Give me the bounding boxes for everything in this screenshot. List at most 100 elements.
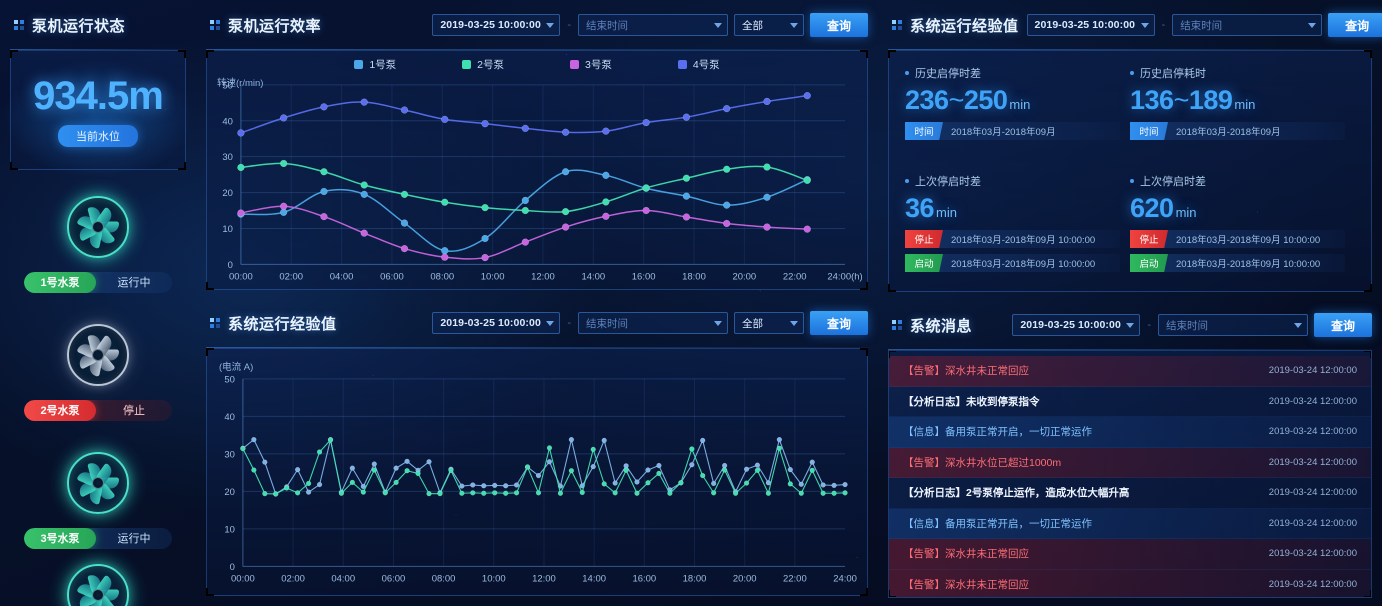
end-time-select[interactable]: 结束时间 bbox=[578, 14, 728, 36]
pump-name: 3号水泵 bbox=[24, 527, 96, 549]
message-row[interactable]: 【信息】备用泵正常开启，一切正常运作 2019-03-24 12:00:00 bbox=[889, 508, 1371, 539]
start-time-select[interactable]: 2019-03-25 10:00:00 bbox=[1026, 14, 1155, 36]
experience-value: 36 min bbox=[905, 193, 957, 223]
legend-item[interactable]: 3号泵 bbox=[570, 57, 612, 72]
start-time-value: 2019-03-25 10:00:00 bbox=[1020, 319, 1121, 331]
message-row[interactable]: 【告警】深水井未正常回应 2019-03-24 12:00:00 bbox=[889, 569, 1371, 597]
experience-value: 136~189 min bbox=[1130, 85, 1256, 115]
svg-text:00:00: 00:00 bbox=[229, 271, 253, 282]
svg-text:18:00: 18:00 bbox=[683, 573, 707, 584]
chevron-down-icon bbox=[546, 23, 555, 28]
experience-label: 上次停启时差 bbox=[1130, 173, 1345, 189]
start-time-value: 2019-03-25 10:00:00 bbox=[440, 19, 541, 31]
svg-text:0: 0 bbox=[228, 260, 233, 271]
svg-text:30: 30 bbox=[224, 449, 235, 460]
message-text: 【分析日志】2号泵停止运作，造成水位大幅升高 bbox=[903, 487, 1130, 500]
scope-select[interactable]: 全部 bbox=[734, 312, 804, 334]
message-row[interactable]: 【告警】深水井水位已超过1000m 2019-03-24 12:00:00 bbox=[889, 447, 1371, 478]
end-time-placeholder: 结束时间 bbox=[1166, 319, 1208, 332]
message-time: 2019-03-24 12:00:00 bbox=[1268, 456, 1357, 468]
pump-status-header: 泵机运行状态 bbox=[0, 0, 196, 50]
pump-status-pill: 3号水泵 运行中 bbox=[24, 527, 172, 549]
query-button[interactable]: 查询 bbox=[1328, 13, 1382, 37]
svg-text:22:00: 22:00 bbox=[783, 271, 807, 282]
end-time-select[interactable]: 结束时间 bbox=[578, 312, 728, 334]
message-row[interactable]: 【信息】备用泵正常开启，一切正常运作 2019-03-24 12:00:00 bbox=[889, 417, 1371, 448]
svg-text:40: 40 bbox=[224, 412, 235, 423]
pump-status-pill: 1号水泵 运行中 bbox=[24, 271, 172, 293]
system-messages-card[interactable]: 【告警】深水井未正常回应 2019-03-24 12:00:00 【分析日志】未收到… bbox=[888, 350, 1372, 598]
start-time-value: 2019-03-25 10:00:00 bbox=[440, 317, 541, 329]
water-level-glow bbox=[3, 59, 193, 179]
query-button[interactable]: 查询 bbox=[810, 311, 868, 335]
pump-efficiency-chart: 1号泵 2号泵 3号泵 4号泵 转速(r/min) 0 10 20 30 40 50 00:… bbox=[206, 50, 868, 290]
experience-chart-toolbar: 2019-03-25 10:00:00 - 结束时间 全部 查询 bbox=[432, 311, 868, 335]
svg-text:10: 10 bbox=[224, 524, 235, 535]
system-experience-chart: (电流 A) 0 10 20 30 40 50 00:00 02:00 04:00 06:00 08… bbox=[206, 348, 868, 596]
experience-cell: 历史启停时差 236~250 min 时间 2018年03月-2018年09月 bbox=[905, 65, 1130, 173]
scope-select[interactable]: 全部 bbox=[734, 14, 804, 36]
svg-text:20:00: 20:00 bbox=[733, 573, 757, 584]
legend-item[interactable]: 1号泵 bbox=[354, 57, 396, 72]
scope-value: 全部 bbox=[742, 19, 763, 32]
message-time: 2019-03-24 12:00:00 bbox=[1268, 487, 1357, 499]
y-axis-unit: 转速(r/min) bbox=[217, 78, 264, 89]
message-row[interactable]: 【分析日志】2号泵停止运作，造成水位大幅升高 2019-03-24 12:00:0… bbox=[889, 478, 1371, 509]
pump-item[interactable]: 1号水泵 运行中 bbox=[0, 173, 196, 308]
detail-text: 2018年03月-2018年09月 10:00:00 bbox=[951, 259, 1096, 270]
chevron-down-icon bbox=[714, 23, 722, 28]
query-button[interactable]: 查询 bbox=[810, 13, 868, 37]
detail-tag: 时间 bbox=[905, 122, 943, 140]
chart-legend: 1号泵 2号泵 3号泵 4号泵 bbox=[207, 57, 867, 72]
pump-item[interactable] bbox=[0, 542, 196, 606]
message-row[interactable]: 【告警】深水井未正常回应 2019-03-24 12:00:00 bbox=[889, 356, 1371, 387]
chevron-down-icon bbox=[1140, 23, 1149, 28]
panel-title: 泵机运行效率 bbox=[228, 17, 322, 35]
end-time-select[interactable]: 结束时间 bbox=[1158, 314, 1308, 336]
message-text: 【信息】备用泵正常开启，一切正常运作 bbox=[903, 426, 1092, 439]
message-time: 2019-03-24 12:00:00 bbox=[1268, 365, 1357, 377]
end-time-select[interactable]: 结束时间 bbox=[1172, 14, 1323, 36]
water-level-label: 当前水位 bbox=[58, 124, 138, 147]
detail-text: 2018年03月-2018年09月 10:00:00 bbox=[951, 235, 1096, 246]
start-time-select[interactable]: 2019-03-25 10:00:00 bbox=[432, 312, 561, 334]
detail-tag: 启动 bbox=[905, 254, 943, 272]
svg-text:0: 0 bbox=[230, 562, 235, 573]
start-time-select[interactable]: 2019-03-25 10:00:00 bbox=[1012, 314, 1141, 336]
panel-marker-icon bbox=[210, 20, 220, 30]
fan-icon bbox=[45, 429, 151, 536]
svg-text:20: 20 bbox=[224, 487, 235, 498]
message-text: 【告警】深水井未正常回应 bbox=[903, 578, 1029, 591]
start-time-select[interactable]: 2019-03-25 10:00:00 bbox=[432, 14, 561, 36]
detail-tag: 时间 bbox=[1130, 122, 1168, 140]
svg-text:50: 50 bbox=[224, 374, 235, 385]
messages-toolbar: 2019-03-25 10:00:00 - 结束时间 查询 bbox=[1012, 313, 1372, 337]
message-time: 2019-03-24 12:00:00 bbox=[1268, 517, 1357, 529]
svg-text:10:00: 10:00 bbox=[481, 271, 505, 282]
query-button[interactable]: 查询 bbox=[1314, 313, 1372, 337]
header-divider bbox=[888, 349, 1372, 350]
svg-text:14:00: 14:00 bbox=[581, 271, 605, 282]
pump-item[interactable]: 3号水泵 运行中 bbox=[0, 429, 196, 564]
message-row[interactable]: 【分析日志】未收到停泵指令 2019-03-24 12:00:00 bbox=[889, 386, 1371, 417]
svg-text:04:00: 04:00 bbox=[331, 573, 355, 584]
experience-label: 历史启停时差 bbox=[905, 65, 1120, 81]
system-experience-values-header: 系统运行经验值 2019-03-25 10:00:00 - 结束时间 查询 bbox=[878, 0, 1382, 50]
message-row[interactable]: 【告警】深水井未正常回应 2019-03-24 12:00:00 bbox=[889, 539, 1371, 570]
svg-text:40: 40 bbox=[222, 116, 233, 127]
legend-item[interactable]: 4号泵 bbox=[677, 57, 720, 72]
middle-column: 泵机运行效率 2019-03-25 10:00:00 - 结束时间 全部 查询 bbox=[196, 0, 878, 606]
svg-text:04:00: 04:00 bbox=[330, 271, 354, 282]
message-text: 【分析日志】未收到停泵指令 bbox=[903, 395, 1040, 408]
chevron-down-icon bbox=[546, 321, 555, 326]
fan-icon bbox=[45, 301, 151, 408]
svg-text:50: 50 bbox=[222, 80, 233, 91]
experience-value: 236~250 min bbox=[905, 85, 1031, 115]
svg-text:12:00: 12:00 bbox=[532, 573, 556, 584]
pump-status-panel: 泵机运行状态 934.5m 当前水位 bbox=[0, 0, 196, 606]
svg-text:16:00: 16:00 bbox=[632, 271, 656, 282]
pump-item[interactable]: 2号水泵 停止 bbox=[0, 301, 196, 436]
legend-item[interactable]: 2号泵 bbox=[462, 57, 504, 72]
system-messages-header: 系统消息 2019-03-25 10:00:00 - 结束时间 查询 bbox=[878, 300, 1382, 350]
